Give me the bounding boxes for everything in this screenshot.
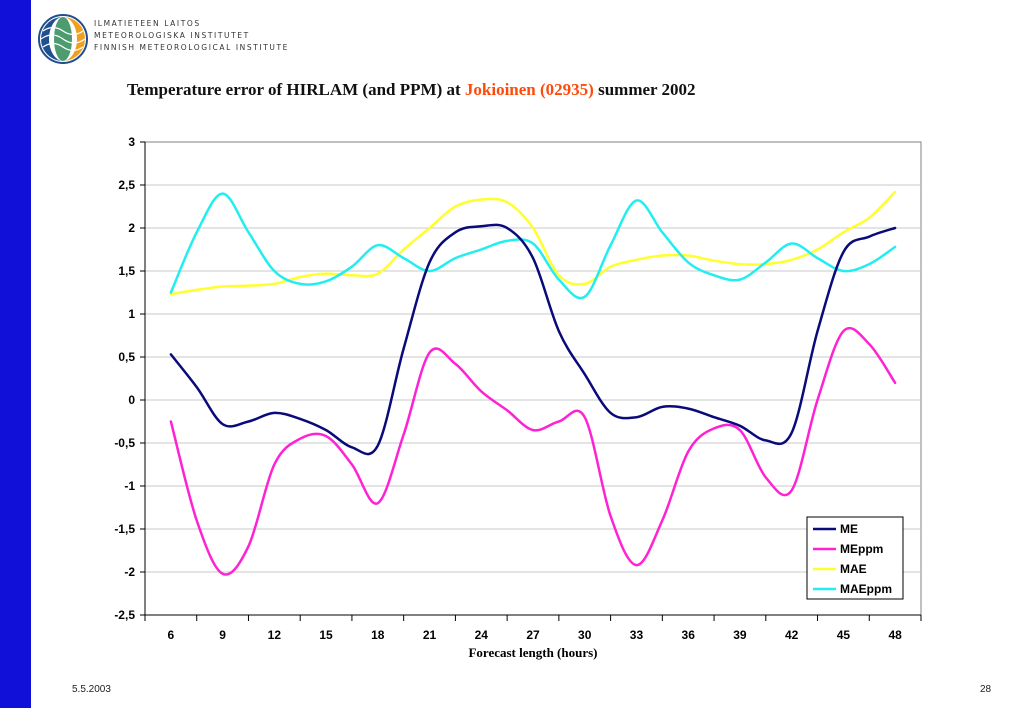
x-tick-label: 39 — [733, 628, 747, 642]
y-tick-label: 2,5 — [118, 178, 135, 192]
footer-page-number: 28 — [980, 684, 992, 695]
institute-name-swedish: METEOROLOGISKA INSTITUTET — [94, 31, 250, 40]
x-tick-label: 45 — [837, 628, 851, 642]
x-tick-label: 9 — [219, 628, 226, 642]
series-line-me — [169, 223, 897, 456]
x-tick-label: 48 — [888, 628, 902, 642]
legend-label: ME — [840, 522, 858, 536]
x-tick-label: 27 — [526, 628, 540, 642]
y-tick-label: -2 — [124, 565, 135, 579]
y-tick-label: 1,5 — [118, 264, 135, 278]
y-tick-label: 3 — [128, 135, 135, 149]
plot-area — [144, 141, 922, 616]
x-tick-label: 24 — [475, 628, 489, 642]
x-tick-label: 15 — [319, 628, 333, 642]
x-tick-label: 30 — [578, 628, 592, 642]
institute-name-english: FINNISH METEOROLOGICAL INSTITUTE — [94, 43, 290, 52]
footer-date: 5.5.2003 — [72, 684, 111, 695]
side-bar — [0, 0, 31, 708]
series-line-maeppm — [169, 192, 897, 300]
title-prefix: Temperature error of HIRLAM (and PPM) at — [127, 80, 465, 99]
y-tick-label: 1 — [128, 307, 135, 321]
series-line-meppm — [169, 326, 897, 576]
legend-label: MAEppm — [840, 582, 892, 596]
x-tick-label: 42 — [785, 628, 799, 642]
legend-label: MEppm — [840, 542, 883, 556]
x-tick-label: 6 — [168, 628, 175, 642]
title-station: Jokioinen (02935) — [464, 80, 594, 99]
x-tick-label: 18 — [371, 628, 385, 642]
institute-logo — [38, 14, 88, 64]
institute-name-finnish: ILMATIETEEN LAITOS — [94, 19, 201, 28]
y-tick-label: -1,5 — [114, 522, 135, 536]
legend-box — [806, 516, 904, 600]
x-tick-label: 12 — [268, 628, 282, 642]
y-tick-label: -0,5 — [114, 436, 135, 450]
x-tick-label: 33 — [630, 628, 644, 642]
y-tick-label: 0,5 — [118, 350, 135, 364]
y-tick-label: 0 — [128, 393, 135, 407]
y-tick-label: -2,5 — [114, 608, 135, 622]
y-tick-label: -1 — [124, 479, 135, 493]
legend-label: MAE — [840, 562, 867, 576]
x-tick-label: 21 — [423, 628, 437, 642]
x-axis-label: Forecast length (hours) — [468, 645, 597, 660]
x-tick-label: 36 — [682, 628, 696, 642]
title-suffix: summer 2002 — [593, 80, 696, 99]
chart-title: Temperature error of HIRLAM (and PPM) at… — [127, 80, 696, 100]
series-line-mae — [169, 190, 897, 296]
y-tick-label: 2 — [128, 221, 135, 235]
